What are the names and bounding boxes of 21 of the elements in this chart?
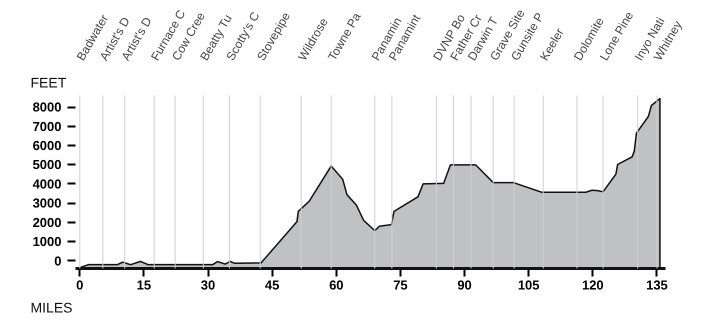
y-tick-label: 3000 xyxy=(32,196,62,211)
y-tick-label: 6000 xyxy=(32,138,62,153)
x-tick-label: 75 xyxy=(393,278,408,292)
y-tick-label: 4000 xyxy=(32,176,62,192)
x-tick-label: 15 xyxy=(136,278,152,292)
x-tick-label: 105 xyxy=(518,278,540,292)
y-tick-label: 8000 xyxy=(32,100,62,115)
x-tick-label: 45 xyxy=(264,278,280,292)
x-axis-title: MILES xyxy=(30,300,73,316)
x-tick-label: 30 xyxy=(200,278,216,292)
y-axis-title: FEET xyxy=(30,74,67,90)
x-tick-label: 0 xyxy=(76,278,84,292)
y-tick-label: 7000 xyxy=(32,118,62,134)
x-tick-label: 90 xyxy=(457,278,472,292)
x-tick-label: 120 xyxy=(582,278,604,292)
x-tick-label: 60 xyxy=(329,278,344,292)
y-tick-label: 2000 xyxy=(32,214,62,230)
x-tick-label: 135 xyxy=(646,278,668,292)
y-tick-label: 5000 xyxy=(32,157,62,172)
y-tick-label: 1000 xyxy=(32,234,62,250)
y-tick-label: 0 xyxy=(54,253,62,268)
